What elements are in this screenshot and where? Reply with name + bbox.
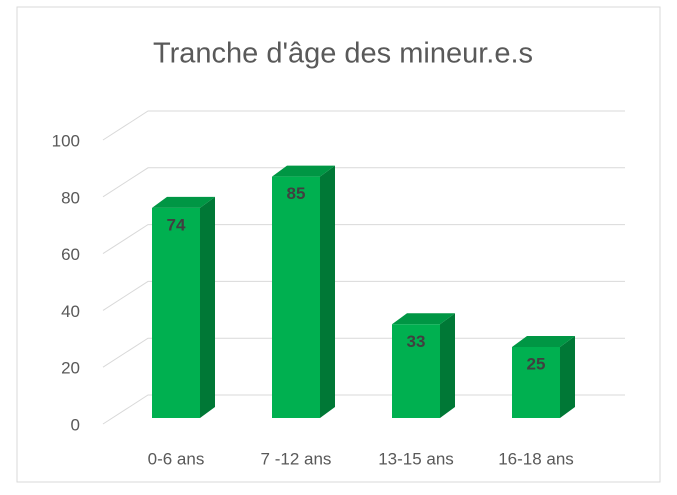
bar-top <box>272 165 335 177</box>
grid-line <box>102 167 625 198</box>
grid-line <box>102 224 625 255</box>
y-tick-label: 0 <box>71 415 80 434</box>
bar-top <box>392 313 455 325</box>
bar <box>152 196 215 418</box>
x-tick-label: 16-18 ans <box>498 449 574 468</box>
y-tick-label: 60 <box>61 245 80 264</box>
bar-side <box>320 165 335 418</box>
grid-line <box>102 110 625 141</box>
bar-side <box>440 313 455 418</box>
data-label: 33 <box>407 332 426 351</box>
chart-title: Tranche d'âge des mineur.e.s <box>153 38 533 70</box>
data-label: 85 <box>287 184 306 203</box>
bar-front <box>392 324 440 418</box>
x-tick-label: 13-15 ans <box>378 449 454 468</box>
bar-front <box>272 176 320 418</box>
bar <box>512 336 575 418</box>
y-tick-label: 80 <box>61 188 80 207</box>
bar-top <box>512 336 575 347</box>
bar-front <box>512 347 560 418</box>
bar-side <box>200 196 215 418</box>
grid-line <box>102 337 625 368</box>
data-label: 25 <box>527 354 546 373</box>
y-tick-label: 20 <box>61 359 80 378</box>
y-tick-label: 40 <box>61 302 80 321</box>
y-tick-label: 100 <box>52 131 80 150</box>
grid-line <box>102 394 625 425</box>
bar <box>392 313 455 418</box>
bar-front <box>152 207 200 418</box>
bar <box>272 165 335 418</box>
data-label: 74 <box>167 215 186 234</box>
x-tick-label: 7 -12 ans <box>261 449 332 468</box>
bar-side <box>560 336 575 418</box>
x-tick-label: 0-6 ans <box>148 449 205 468</box>
grid-line <box>102 280 625 311</box>
bar-top <box>152 196 215 208</box>
